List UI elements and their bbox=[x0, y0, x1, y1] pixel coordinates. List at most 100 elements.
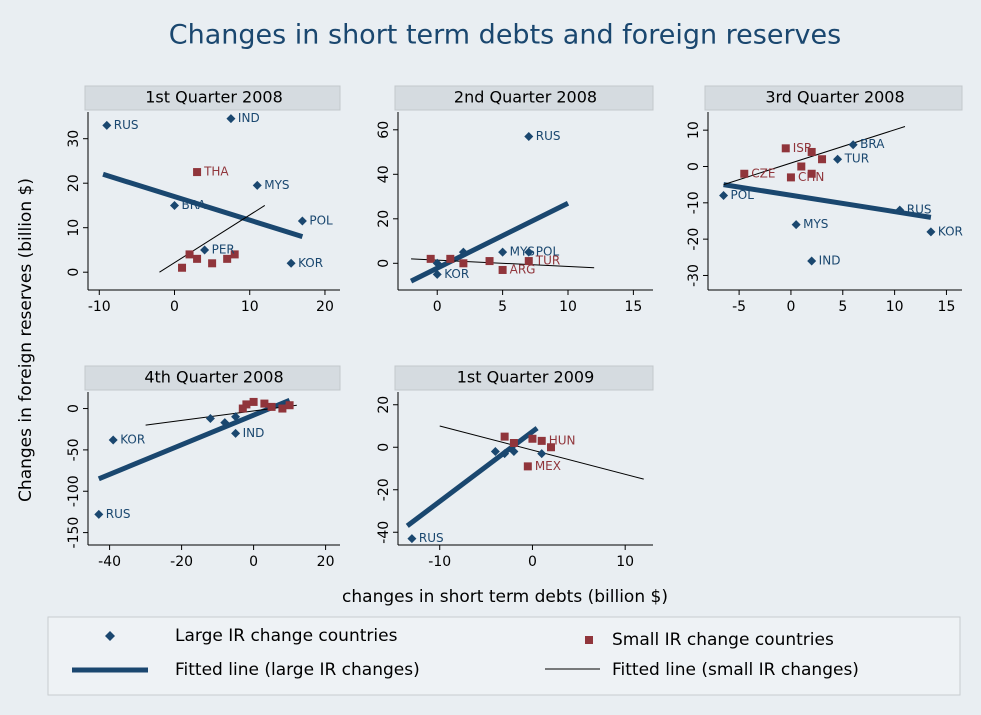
point-label: RUS bbox=[536, 129, 561, 143]
point-small bbox=[249, 397, 258, 406]
point-large bbox=[524, 247, 534, 257]
point-large bbox=[108, 435, 118, 445]
point-large bbox=[252, 180, 262, 190]
point-large bbox=[719, 191, 729, 201]
point-small bbox=[547, 443, 555, 452]
y-tick-label: 40 bbox=[376, 165, 392, 183]
legend-label: Fitted line (small IR changes) bbox=[612, 660, 859, 680]
point-large bbox=[524, 131, 534, 141]
point-large bbox=[498, 247, 508, 257]
x-tick-label: 15 bbox=[624, 299, 642, 315]
fitted-line-large bbox=[723, 182, 932, 220]
point-small bbox=[740, 169, 749, 178]
point-large bbox=[848, 140, 858, 150]
legend-label: Large IR change countries bbox=[175, 626, 398, 646]
point-large bbox=[500, 449, 510, 459]
y-tick-label: -30 bbox=[686, 264, 702, 287]
point-small bbox=[193, 254, 202, 263]
point-small bbox=[523, 462, 532, 471]
y-tick-label: 20 bbox=[66, 174, 82, 192]
point-small bbox=[260, 399, 269, 408]
point-label: MYS bbox=[264, 178, 289, 192]
x-tick-label: 0 bbox=[786, 299, 795, 315]
x-axis-title: changes in short term debts (billion $) bbox=[342, 587, 668, 607]
legend-label: Fitted line (large IR changes) bbox=[175, 660, 420, 680]
fitted-line-small bbox=[411, 258, 595, 269]
point-small bbox=[267, 402, 276, 411]
y-tick-label: -20 bbox=[376, 478, 392, 501]
x-tick-label: -40 bbox=[98, 554, 121, 570]
x-tick-label: 0 bbox=[433, 299, 442, 315]
point-large bbox=[407, 534, 417, 544]
y-tick-label: 10 bbox=[686, 121, 702, 139]
point-large bbox=[220, 418, 230, 428]
point-label: BRA bbox=[182, 198, 207, 212]
y-tick-label: 0 bbox=[686, 162, 702, 171]
point-label: KOR bbox=[938, 224, 963, 238]
point-large bbox=[833, 154, 843, 164]
y-tick-label: 0 bbox=[376, 259, 392, 268]
point-small bbox=[193, 168, 202, 177]
point-large bbox=[791, 220, 801, 230]
x-tick-label: -10 bbox=[428, 554, 451, 570]
panel-title: 3rd Quarter 2008 bbox=[765, 88, 904, 107]
y-tick-label: 60 bbox=[376, 121, 392, 139]
panel-header bbox=[84, 85, 341, 111]
panel-title: 1st Quarter 2008 bbox=[145, 88, 283, 107]
point-large bbox=[926, 227, 936, 237]
point-small bbox=[818, 155, 827, 164]
point-label: BRA bbox=[860, 137, 885, 151]
y-tick-label: -150 bbox=[66, 517, 82, 549]
point-large bbox=[205, 413, 215, 423]
x-tick-label: 20 bbox=[316, 299, 334, 315]
point-small bbox=[285, 401, 294, 410]
point-label: RUS bbox=[419, 531, 444, 545]
x-tick-label: 10 bbox=[241, 299, 259, 315]
point-label: TUR bbox=[535, 254, 560, 268]
point-large bbox=[490, 447, 500, 456]
legend-box bbox=[47, 616, 961, 696]
x-tick-label: 10 bbox=[886, 299, 904, 315]
point-large bbox=[432, 258, 442, 268]
point-small bbox=[537, 436, 546, 445]
x-tick-label: 5 bbox=[498, 299, 507, 315]
point-small bbox=[498, 265, 507, 274]
point-large bbox=[432, 269, 442, 279]
y-tick-label: 0 bbox=[376, 443, 392, 452]
x-tick-label: 0 bbox=[528, 554, 537, 570]
point-small bbox=[528, 434, 537, 443]
point-small bbox=[786, 173, 795, 182]
point-large bbox=[297, 216, 307, 226]
y-tick-label: -20 bbox=[686, 228, 702, 251]
point-label: POL bbox=[309, 214, 333, 228]
point-label: THA bbox=[203, 165, 229, 179]
point-large bbox=[895, 205, 905, 215]
x-tick-label: -20 bbox=[170, 554, 193, 570]
point-label: KOR bbox=[444, 267, 469, 281]
point-label: KOR bbox=[298, 256, 323, 270]
point-label: MEX bbox=[535, 459, 561, 473]
x-tick-label: 0 bbox=[170, 299, 179, 315]
point-large bbox=[537, 449, 547, 459]
x-tick-label: -10 bbox=[88, 299, 111, 315]
point-label: RUS bbox=[114, 118, 139, 132]
y-tick-label: -100 bbox=[66, 475, 82, 507]
y-tick-label: 0 bbox=[66, 404, 82, 413]
y-tick-label: -50 bbox=[66, 438, 82, 461]
fitted-line-small bbox=[159, 205, 266, 273]
legend-marker bbox=[105, 631, 115, 641]
point-small bbox=[178, 263, 187, 272]
point-large bbox=[102, 120, 112, 130]
point-label: PER bbox=[212, 242, 235, 256]
point-small bbox=[807, 169, 816, 178]
point-small bbox=[807, 147, 816, 156]
point-large bbox=[509, 447, 519, 456]
x-tick-label: 10 bbox=[616, 554, 634, 570]
point-small bbox=[509, 439, 518, 447]
y-tick-label: -40 bbox=[376, 521, 392, 544]
point-small bbox=[185, 250, 194, 259]
point-small bbox=[524, 257, 533, 266]
point-label: IND bbox=[243, 426, 265, 440]
y-tick-label: 20 bbox=[376, 210, 392, 228]
